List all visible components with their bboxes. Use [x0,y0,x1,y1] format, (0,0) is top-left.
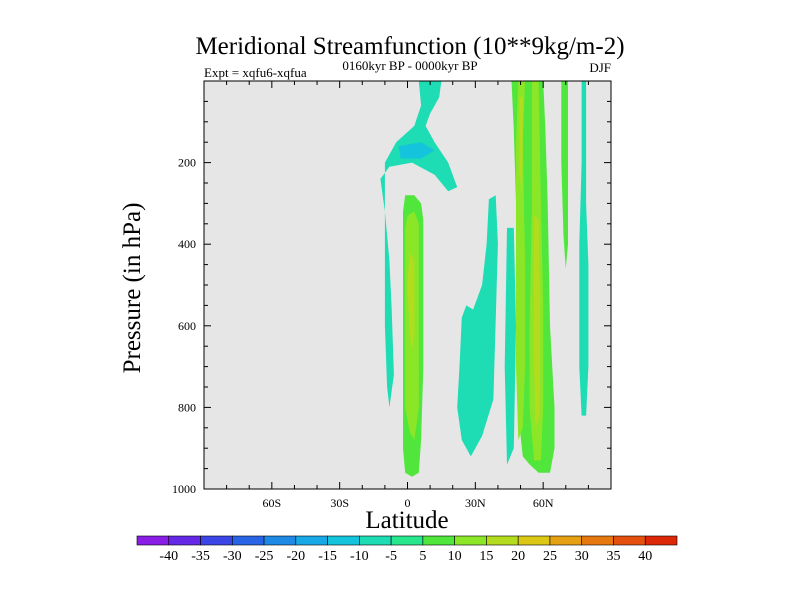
colorbar-swatch [359,535,392,546]
x-tick-label: 60N [533,496,554,510]
axis-ticks: 60S 30S 0 30N 60N 200 400 600 800 1000 [172,80,612,510]
y-tick-label: 800 [178,400,196,414]
midlat-north-pos-left-mid [516,81,526,440]
colorbar-label: -35 [191,549,210,564]
colorbar: -40 -35 -30 -25 -20 -15 -10 -5 5 10 15 20 25 30 35 40 [136,535,678,564]
colorbar-label: -15 [318,549,337,564]
colorbar-swatch [263,535,297,546]
colorbar-swatch [136,535,170,546]
colorbar-swatch [390,535,424,546]
midlat-north-pos-right-core [533,215,540,428]
x-tick-label: 30S [330,496,349,510]
colorbar-label: 40 [638,549,652,564]
colorbar-label: -5 [385,549,397,564]
colorbar-label: -25 [255,549,274,564]
x-tick-label: 30N [465,496,486,510]
colorbar-swatch [295,535,328,546]
y-tick-label: 200 [178,156,196,170]
tropical-upper-neg-region [380,81,458,408]
colorbar-swatch [454,535,487,546]
colorbar-label: 25 [543,549,557,564]
colorbar-label: 35 [606,549,620,564]
chart-title: Meridional Streamfunction (10**9kg/m-2) [195,33,624,60]
season-label: DJF [589,60,611,75]
colorbar-swatch [644,535,678,546]
subtropical-neg-region [457,195,498,457]
y-tick-label: 400 [178,237,196,251]
midlat-north-pos-left-core [519,97,523,196]
experiment-label: Expt = xqfu6-xqfua [204,65,307,80]
high-lat-neg-region [579,81,589,416]
colorbar-label: -40 [159,549,178,564]
colorbar-label: 15 [479,549,493,564]
colorbar-swatch [200,535,233,546]
colorbar-label: -30 [223,549,242,564]
colorbar-swatch [486,535,519,546]
colorbar-swatch [549,535,583,546]
colorbar-swatch [422,535,455,546]
x-tick-label: 60S [262,496,281,510]
colorbar-swatch [231,535,265,546]
colorbar-swatch [581,535,614,546]
colorbar-swatch [517,535,551,546]
colorbar-label: 5 [419,549,426,564]
midlat-neg-region [504,227,516,465]
x-axis-label: Latitude [365,507,448,534]
high-lat-pos-region [561,81,568,269]
colorbar-swatch [327,535,360,546]
tropical-upper-neg-core [398,142,435,159]
equatorial-pos-core [407,252,415,351]
colorbar-label: 10 [448,549,462,564]
colorbar-swatch [613,535,646,546]
colorbar-label: -10 [350,549,369,564]
y-tick-label: 600 [178,319,196,333]
contour-regions [380,81,589,477]
colorbar-label: 20 [511,549,525,564]
colorbar-label: 30 [575,549,589,564]
y-tick-label: 1000 [172,482,196,496]
x-tick-label: 0 [405,496,411,510]
period-label: 0160kyr BP - 0000kyr BP [342,58,477,73]
colorbar-label: -20 [286,549,305,564]
y-axis-label: Pressure (in hPa) [119,203,146,374]
colorbar-swatch [168,535,201,546]
